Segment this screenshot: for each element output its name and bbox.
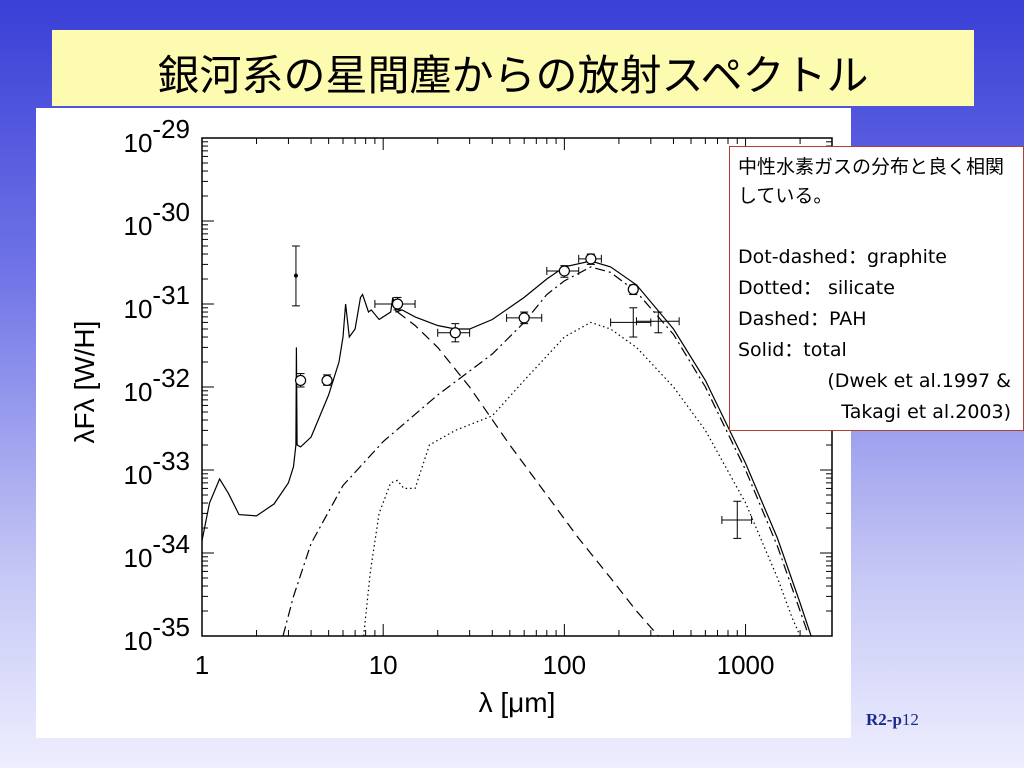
page-num: 12 <box>901 710 919 729</box>
y-tick-label: 10-35 <box>124 612 191 656</box>
legend-note-box: 中性水素ガスの分布と良く相関している。 Dot-dashed：graphite … <box>729 146 1024 431</box>
legend-silicate: Dotted： silicate <box>738 277 895 299</box>
data-point-marker <box>294 374 307 387</box>
x-tick-label: 100 <box>543 650 586 680</box>
y-tick-label: 10-30 <box>124 197 191 241</box>
y-tick-label: 10-31 <box>124 280 191 324</box>
legend-pah: Dashed：PAH <box>738 308 867 330</box>
legend-graphite: Dot-dashed：graphite <box>738 246 947 268</box>
y-tick-label: 10-33 <box>124 446 191 490</box>
legend-total: Solid：total <box>738 339 847 361</box>
data-point-marker <box>585 253 597 265</box>
x-tick-label: 1 <box>195 650 209 680</box>
data-point-marker <box>321 374 333 387</box>
x-axis-label: λ [μm] <box>479 687 556 718</box>
y-axis-label: λFλ [W/H] <box>69 321 100 444</box>
data-point-marker <box>518 312 530 324</box>
series-dashdot-line <box>282 266 809 636</box>
x-tick-label: 10 <box>369 650 398 680</box>
data-point-marker <box>627 283 639 295</box>
data-point-marker <box>293 273 298 278</box>
data-point-marker <box>449 327 461 339</box>
correlation-note: 中性水素ガスの分布と良く相関している。 <box>738 156 1005 207</box>
y-tick-label: 10-34 <box>124 529 191 573</box>
x-tick-label: 1000 <box>717 650 775 680</box>
series-dotted-line <box>363 321 801 636</box>
series-solid-line <box>202 260 812 636</box>
series-dashed-line <box>397 311 659 636</box>
y-tick-label: 10-29 <box>124 114 191 158</box>
reference-line-2: Takagi et al.2003) <box>841 401 1011 423</box>
slide-title: 銀河系の星間塵からの放射スペクトル <box>157 51 869 100</box>
chart-panel: 1 10 100 1000 10-29 10-30 10-31 10-32 10-33 10-34… <box>36 108 851 738</box>
data-point-marker <box>558 265 570 277</box>
y-tick-label: 10-32 <box>124 363 191 407</box>
reference-line-1: (Dwek et al.1997 & <box>827 370 1011 392</box>
page-prefix: R2-p <box>866 710 902 729</box>
data-point-marker <box>391 298 404 310</box>
page-number: R2-p12 <box>866 710 919 730</box>
title-bar: 銀河系の星間塵からの放射スペクトル <box>52 30 974 106</box>
